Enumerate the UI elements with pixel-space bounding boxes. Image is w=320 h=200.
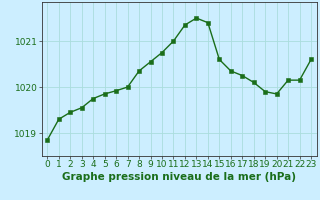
X-axis label: Graphe pression niveau de la mer (hPa): Graphe pression niveau de la mer (hPa) [62, 172, 296, 182]
